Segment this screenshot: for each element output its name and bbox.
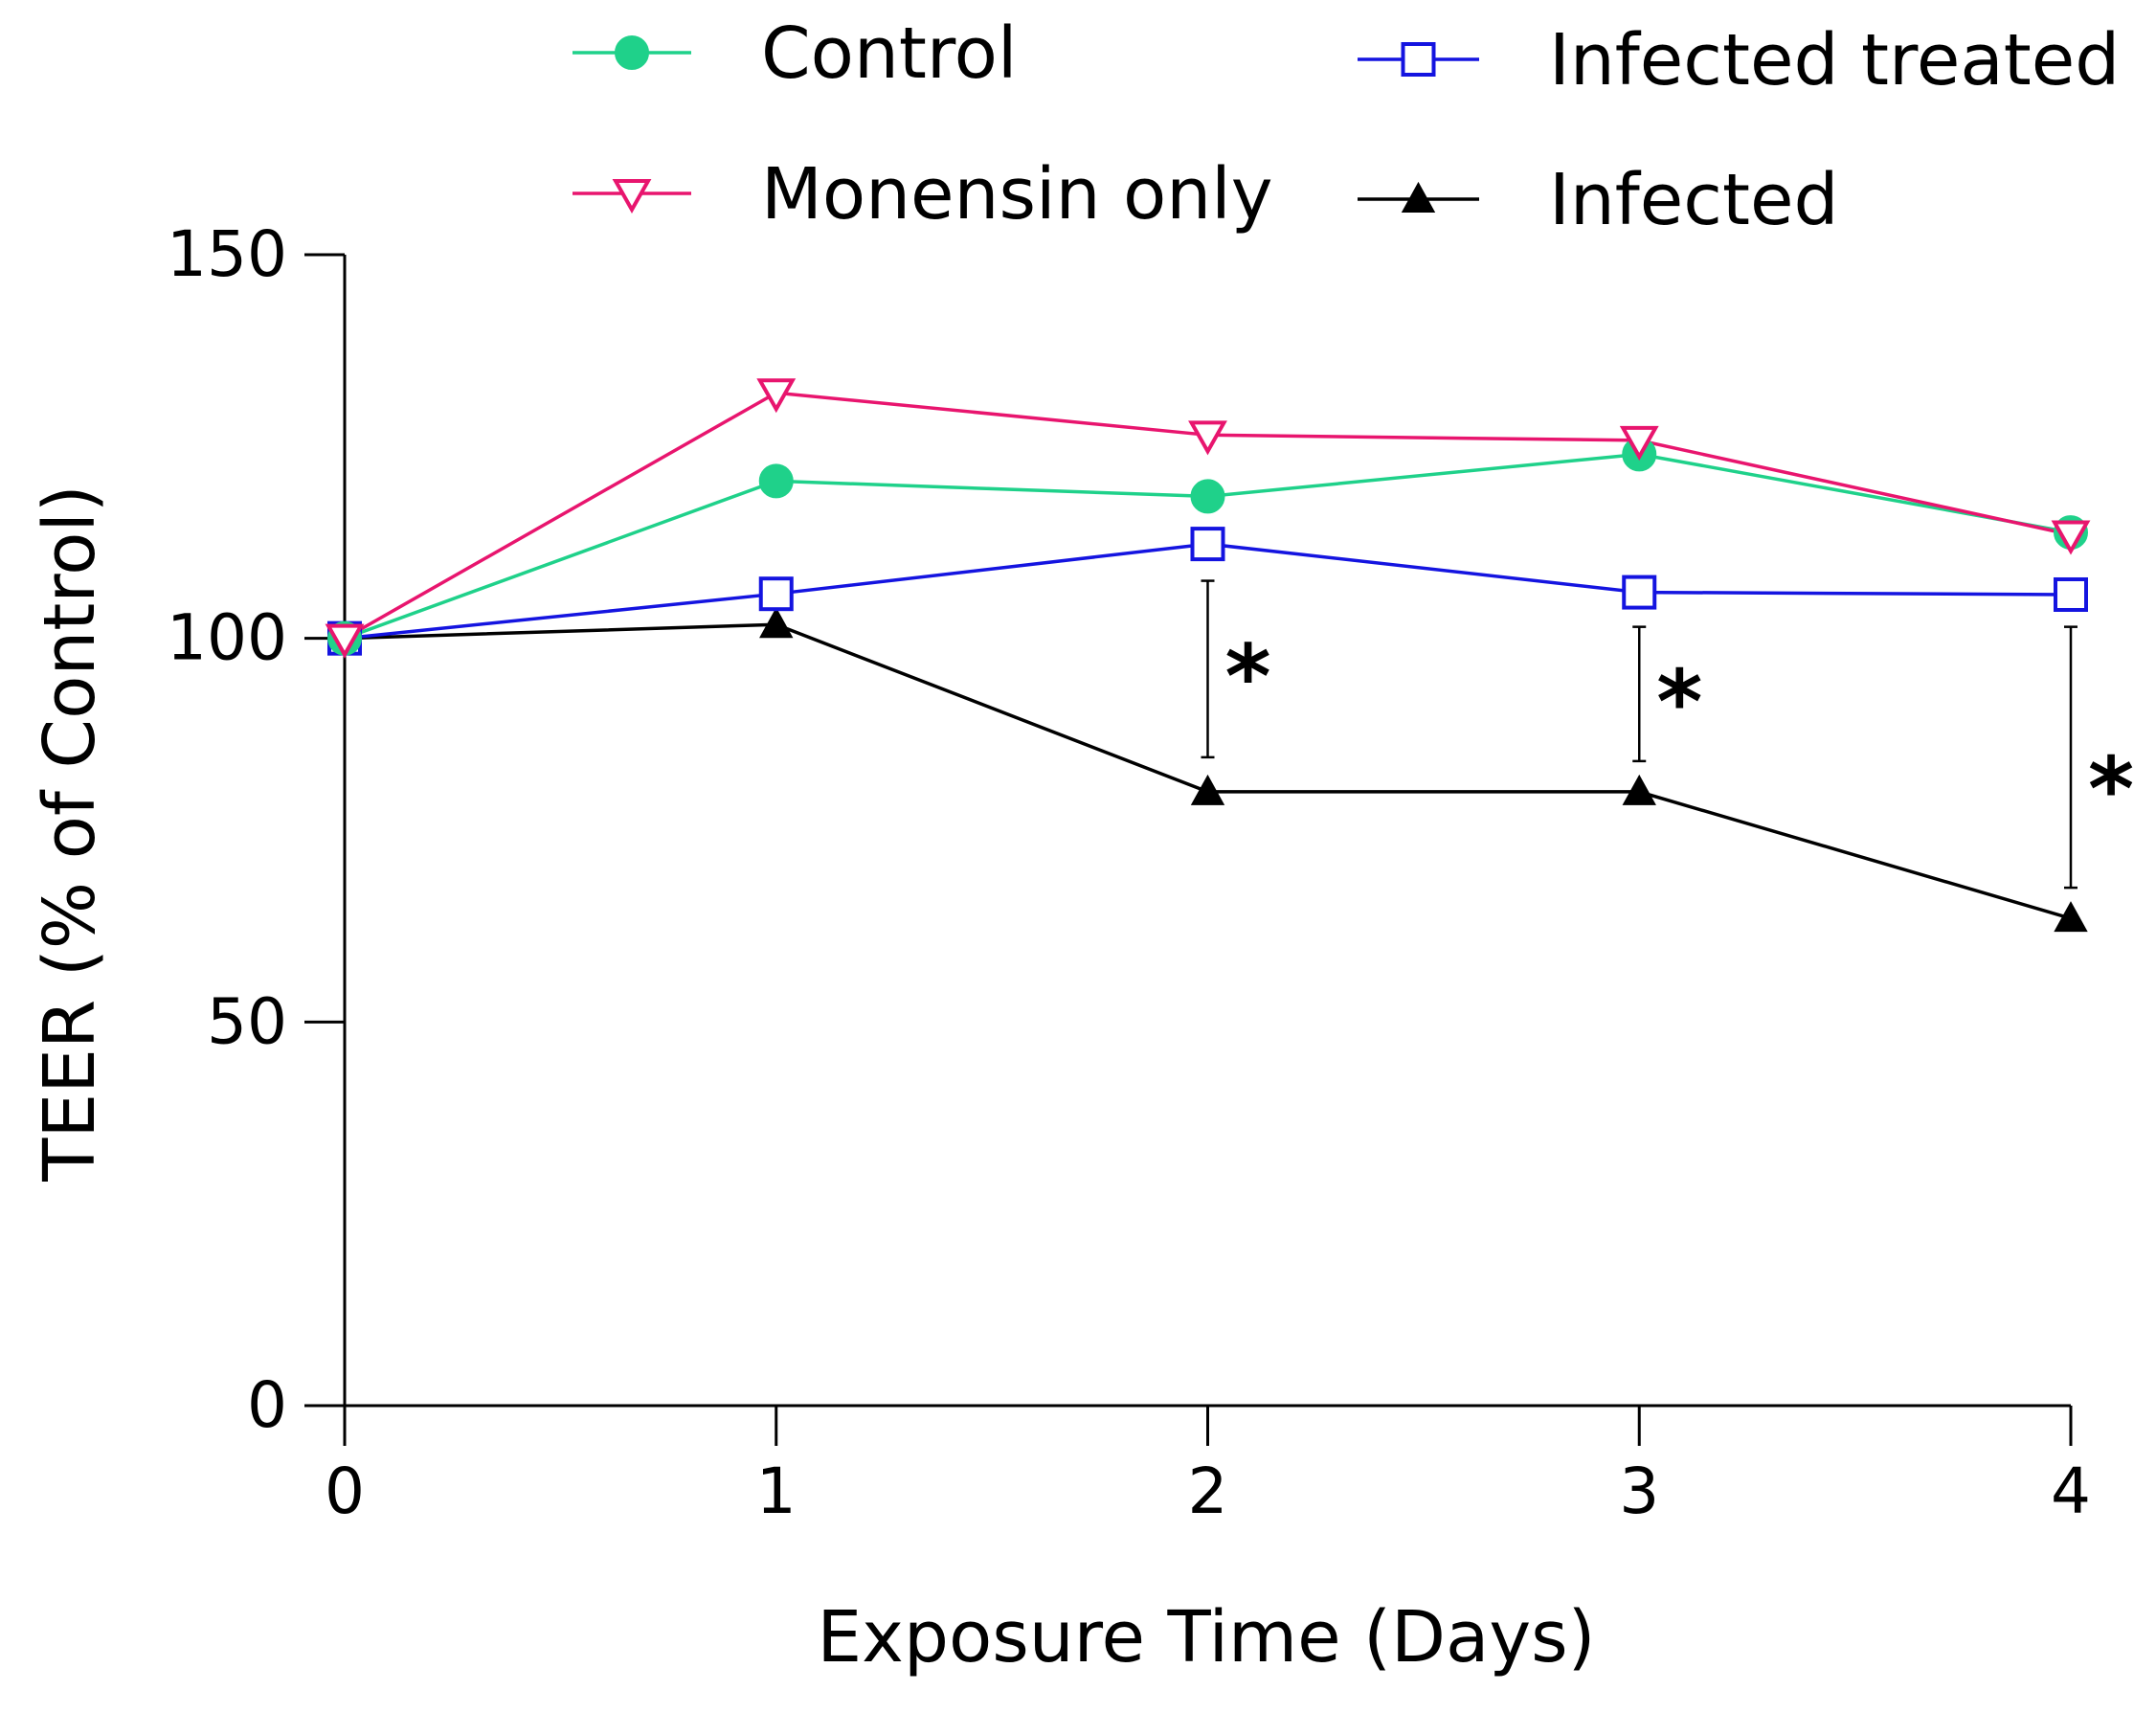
data-point-infected-treated xyxy=(758,576,794,612)
legend-marker-monensin-only xyxy=(612,179,652,214)
data-point-monensin-only xyxy=(325,623,365,659)
significance-star: * xyxy=(1224,626,1270,729)
legend-marker-infected-treated xyxy=(1401,42,1436,77)
y-tick-label: 0 xyxy=(247,1368,287,1442)
data-point-control xyxy=(1190,479,1225,514)
x-tick-label: 3 xyxy=(1619,1454,1659,1528)
legend-label-infected: Infected xyxy=(1549,159,1839,241)
significance-star: * xyxy=(2088,738,2134,841)
data-point-infected-treated xyxy=(1190,527,1225,562)
legend-label-monensin-only: Monensin only xyxy=(761,153,1273,236)
data-point-monensin-only xyxy=(1188,420,1227,456)
legend: Control Monensin only Infected treated Infe… xyxy=(573,12,2120,241)
legend-marker-control xyxy=(615,35,649,70)
y-tick-label: 150 xyxy=(167,217,287,291)
significance-star: * xyxy=(1656,651,1702,754)
x-axis-title: Exposure Time (Days) xyxy=(817,1596,1595,1679)
data-point-infected xyxy=(759,607,794,639)
data-point-monensin-only xyxy=(756,378,797,414)
plot-area xyxy=(325,378,2091,933)
x-tick-label: 4 xyxy=(2051,1454,2091,1528)
x-tick-label: 2 xyxy=(1188,1454,1228,1528)
data-point-infected-treated xyxy=(1622,575,1657,610)
data-point-infected xyxy=(1622,774,1656,805)
data-point-monensin-only xyxy=(2051,520,2091,555)
y-tick-label: 50 xyxy=(207,984,287,1058)
data-point-control xyxy=(758,463,794,499)
legend-label-infected-treated: Infected treated xyxy=(1549,19,2120,101)
legend-label-control: Control xyxy=(761,12,1018,95)
x-tick-label: 1 xyxy=(756,1454,797,1528)
data-point-monensin-only xyxy=(1619,425,1659,461)
legend-marker-infected xyxy=(1401,181,1436,213)
y-tick-label: 100 xyxy=(167,601,287,675)
significance-annotations: * * * xyxy=(1201,579,2134,890)
data-point-infected xyxy=(1190,774,1225,805)
data-point-infected xyxy=(2054,901,2088,933)
axes: 0 50 100 150 0 1 2 3 4 xyxy=(167,217,2091,1528)
y-axis-title: TEER (% of Control) xyxy=(29,485,111,1183)
data-point-infected-treated xyxy=(2054,576,2088,612)
x-tick-label: 0 xyxy=(325,1454,365,1528)
